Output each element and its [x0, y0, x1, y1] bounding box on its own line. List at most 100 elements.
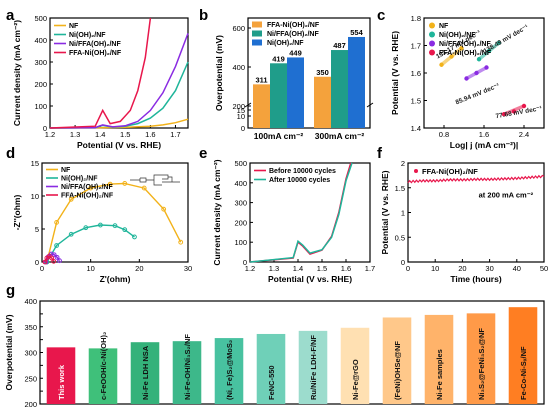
x-tick-label-f: 10 — [431, 264, 439, 273]
data-point-c — [474, 70, 479, 76]
panel-letter-a: a — [6, 7, 15, 24]
legend-label-d: Ni(OH)₂/NF — [61, 176, 98, 183]
data-point-c — [449, 54, 454, 59]
data-point-c — [459, 46, 464, 51]
panel-letter-f: f — [377, 145, 383, 162]
series-line-f — [407, 174, 545, 184]
series-line-a — [49, 33, 189, 129]
x-tick-label-e: 1.5 — [317, 264, 327, 273]
circuit-wires — [130, 174, 180, 186]
y-tick-label-c: 1.4 — [411, 124, 421, 133]
y-tick-label-b: 600 — [232, 24, 245, 33]
legend-label-e: After 10000 cycles — [269, 177, 330, 184]
data-point-d — [132, 234, 137, 240]
panel-letter-b: b — [199, 7, 208, 24]
plot-frame-d — [41, 162, 189, 263]
y-tick-label-e: 100 — [234, 238, 247, 247]
bar-g — [508, 307, 538, 404]
x-axis-label-a: Potential (V vs. RHE) — [77, 140, 161, 150]
y-axis-label-e: Current density (mA cm⁻²) — [212, 159, 222, 265]
x-tick-label-a: 1.2 — [45, 130, 55, 139]
data-point-d — [122, 181, 128, 186]
bar-b — [331, 50, 348, 128]
x-category-label-b: 100mA cm⁻² — [254, 131, 304, 141]
bar-label-g: This work — [57, 364, 66, 400]
legend-label-c: Ni(OH)₂/NF — [439, 32, 476, 39]
data-point-d — [54, 220, 59, 225]
data-point-c — [464, 76, 469, 81]
legend-label-d: Ni/FFA(OH)₂/NF — [61, 184, 113, 191]
y-tick-label-a: 100 — [34, 102, 47, 111]
legend-label-a: Ni/FFA(OH)₂/NF — [69, 41, 121, 48]
legend-label-c: FFA-Ni(OH)₂/NF — [439, 50, 492, 57]
x-tick-label-e: 1.3 — [269, 264, 279, 273]
y-tick-label-d: 15 — [31, 159, 39, 168]
y-tick-label-b: 400 — [232, 63, 245, 72]
y-tick-label-f: 2 — [401, 159, 405, 168]
x-tick-label-c: 0.8 — [439, 130, 449, 139]
bar-label-g: Ni₃S₂@FeNi₃S₂@NF — [477, 328, 486, 400]
x-tick-label-f: 40 — [513, 264, 521, 273]
x-axis-label-f: Time (hours) — [450, 274, 501, 284]
fit-curve-d — [44, 255, 55, 263]
y-tick-label-f: 1.5 — [395, 184, 405, 193]
legend-swatch-b — [252, 21, 262, 28]
x-tick-label-f: 50 — [540, 264, 548, 273]
y-tick-label-c: 1.6 — [411, 69, 421, 78]
x-tick-label-d: 10 — [86, 264, 94, 273]
x-tick-label-a: 1.5 — [120, 130, 130, 139]
legend-marker-f — [414, 169, 418, 173]
data-point-d — [178, 239, 184, 245]
bar-value-label-b: 554 — [350, 28, 363, 37]
bar-b — [314, 76, 331, 128]
y-tick-label-b: 15 — [237, 106, 245, 115]
data-point-c — [486, 48, 492, 54]
x-tick-label-c: 2.4 — [519, 130, 529, 139]
y-axis-label-b: Overpotential (mV) — [214, 35, 224, 111]
y-tick-label-b: 200 — [232, 102, 245, 111]
y-tick-label-a: 400 — [34, 36, 47, 45]
panel-letter-d: d — [6, 145, 15, 162]
bar-value-label-b: 449 — [289, 48, 302, 57]
bar-label-g: Fe-Co-Ni-Sₓ/NF — [519, 346, 528, 400]
legend-marker-c — [429, 40, 435, 47]
bar-b — [287, 57, 304, 128]
y-tick-label-a: 200 — [34, 80, 47, 89]
data-point-d — [51, 258, 57, 264]
bar-g — [88, 348, 118, 404]
x-category-label-b: 300mA cm⁻² — [315, 131, 365, 141]
legend-label-d: FFA-Ni(OH)₂/NF — [61, 193, 114, 200]
x-tick-label-d: 0 — [40, 264, 44, 273]
bar-b — [253, 84, 270, 128]
bar-g — [340, 327, 370, 404]
series-line-a — [49, 118, 189, 129]
x-tick-label-e: 1.7 — [365, 264, 375, 273]
data-point-c — [484, 65, 489, 70]
bar-g — [172, 341, 202, 404]
x-tick-label-f: 30 — [485, 264, 493, 273]
bar-label-g: Ni-Fe-OH/Ni₃S₂/NF — [183, 334, 192, 400]
legend-marker-c — [429, 31, 435, 38]
bar-value-label-b: 311 — [255, 75, 267, 84]
panel-letter-c: c — [377, 7, 385, 24]
legend-swatch-b — [252, 39, 262, 46]
y-tick-label-f: 0 — [401, 258, 405, 267]
x-tick-label-a: 1.4 — [95, 130, 105, 139]
y-tick-label-g: 350 — [24, 323, 37, 332]
legend-label-e: Before 10000 cycles — [269, 168, 336, 175]
y-tick-label-c: 1.8 — [411, 14, 421, 23]
bar-b — [348, 36, 365, 128]
plot-frame-e — [249, 162, 371, 263]
y-tick-label-f: 0.5 — [395, 233, 405, 242]
bar-g — [466, 313, 496, 404]
data-point-d — [68, 231, 74, 237]
x-axis-label-c: Log| j (mA cm⁻²)| — [450, 140, 518, 150]
y-tick-label-d: 5 — [35, 225, 39, 234]
data-point-c — [521, 103, 527, 109]
x-axis-label-e: Potential (V vs. RHE) — [268, 274, 352, 284]
y-tick-label-g: 300 — [24, 349, 37, 358]
panel-letter-g: g — [6, 282, 15, 299]
bar-label-g: Ni-Fe LDH NSA — [141, 345, 150, 400]
legend-label-b: Ni/FFA(OH)₂/NF — [267, 31, 319, 38]
